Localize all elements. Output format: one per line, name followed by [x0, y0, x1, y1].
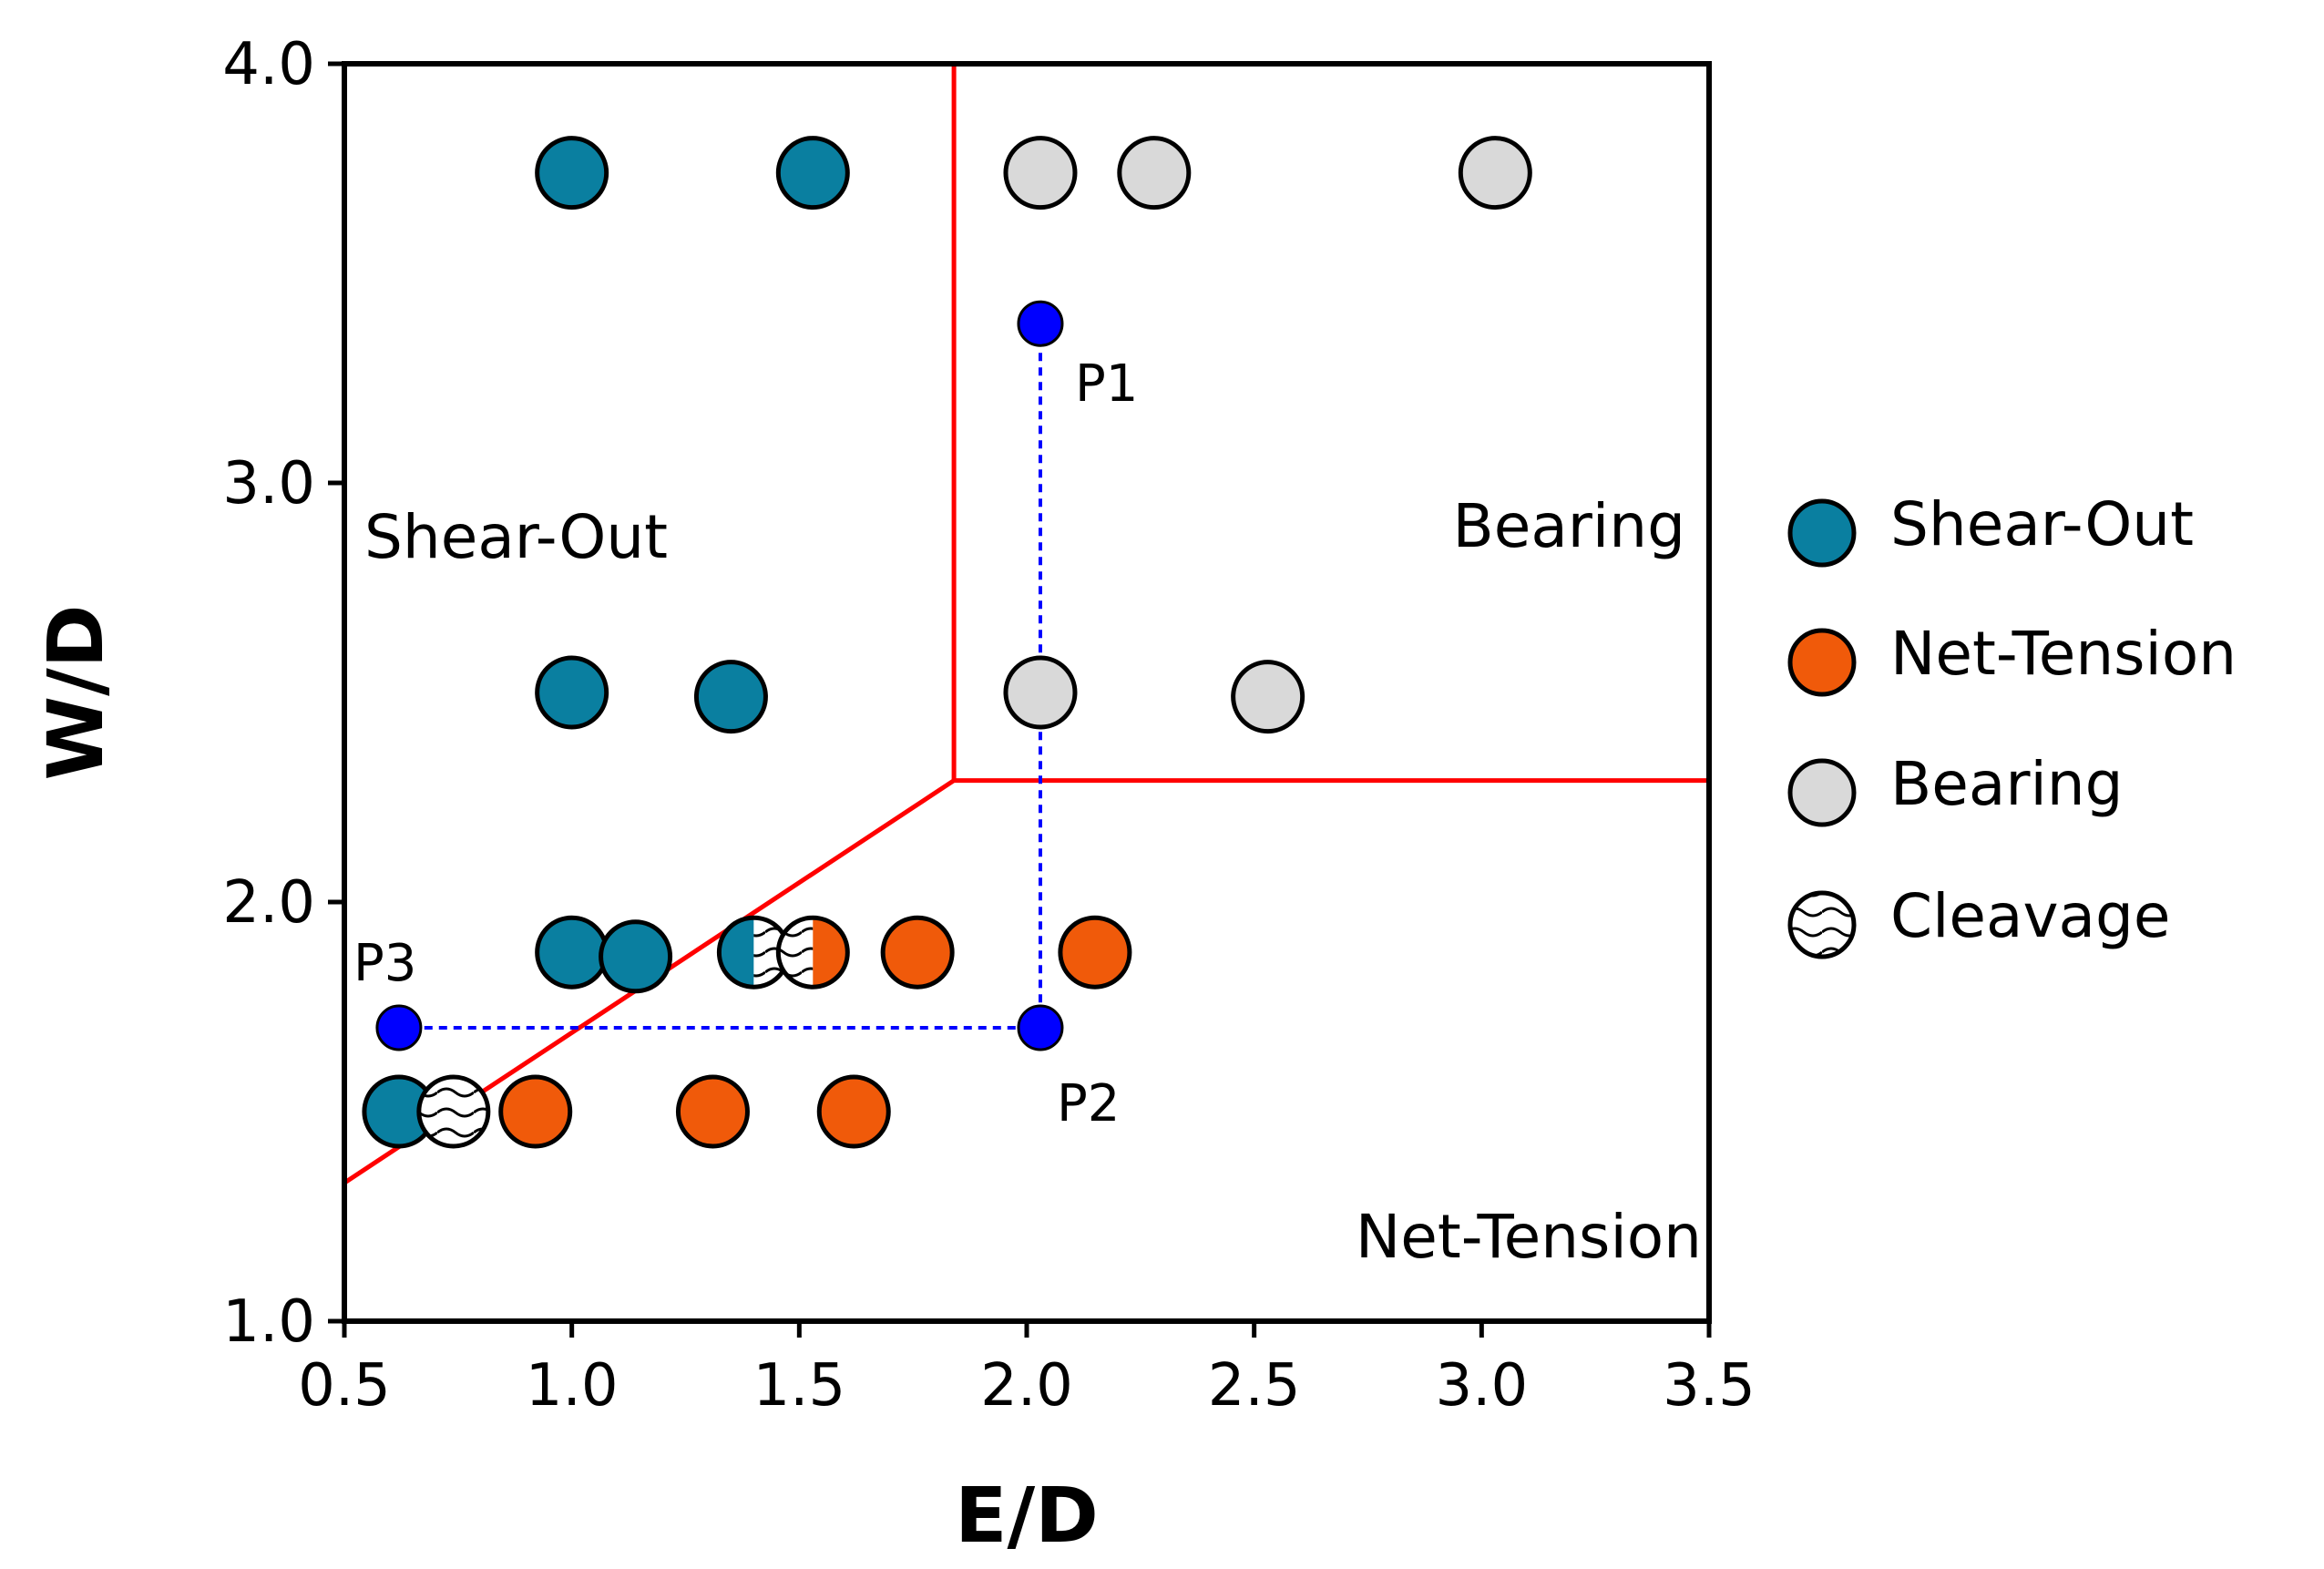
- x-tick-label: 2.0: [980, 1352, 1073, 1420]
- design-point-labels: P1 P2 P3: [353, 354, 1138, 1133]
- legend-label-shear-out: Shear-Out: [1890, 489, 2194, 559]
- x-tick-label: 3.0: [1435, 1352, 1528, 1420]
- legend: Shear-Out Net-Tension Bearing Cleavage: [1787, 489, 2237, 959]
- data-point-mixed: [716, 915, 791, 990]
- legend-label-bearing: Bearing: [1890, 749, 2124, 819]
- legend-label-net-tension: Net-Tension: [1890, 619, 2237, 689]
- x-axis-title: E/D: [955, 1471, 1099, 1560]
- mixed-half-left: [778, 918, 814, 988]
- boundary-lines: [343, 64, 1709, 1185]
- design-point-p2: [1017, 1004, 1064, 1051]
- data-point-bearing: [1231, 660, 1305, 734]
- mixed-half-right: [813, 918, 848, 988]
- legend-marker-net-tension: [1787, 628, 1857, 697]
- data-point-bearing: [1003, 655, 1078, 730]
- data-point-net-tension: [816, 1074, 891, 1149]
- data-point-shear-out: [599, 919, 673, 994]
- data-point-bearing: [1458, 136, 1532, 210]
- data-point-shear-out: [535, 136, 609, 210]
- data-point-shear-out: [693, 660, 768, 734]
- data-point-bearing: [1117, 136, 1192, 210]
- design-label-p2: P2: [1057, 1074, 1120, 1133]
- legend-marker-cleavage: [1787, 890, 1857, 959]
- x-tick-label: 1.0: [526, 1352, 619, 1420]
- data-point-cleavage: [416, 1074, 491, 1149]
- mixed-half-right: [753, 918, 789, 988]
- legend-marker-shear-out: [1787, 498, 1857, 568]
- design-point-p3: [375, 1004, 423, 1051]
- data-point-net-tension: [1058, 915, 1132, 990]
- data-point-bearing: [1003, 136, 1078, 210]
- x-tick-label: 1.5: [752, 1352, 845, 1420]
- data-markers: [362, 136, 1532, 1149]
- y-tick-label: 3.0: [222, 450, 315, 518]
- y-tick-label: 2.0: [222, 869, 315, 937]
- y-tick-label: 1.0: [222, 1288, 315, 1356]
- data-point-shear-out: [775, 136, 850, 210]
- x-tick-label: 2.5: [1208, 1352, 1301, 1420]
- legend-label-cleavage: Cleavage: [1890, 881, 2170, 951]
- y-axis-title: W/D: [31, 604, 120, 780]
- mixed-half-left: [719, 918, 754, 988]
- axis-ticks: 0.5 1.0 1.5 2.0 2.5 3.0 3.51.02.03.04.0: [222, 31, 1756, 1420]
- region-label-net-tension: Net-Tension: [1356, 1202, 1702, 1272]
- data-point-net-tension: [675, 1074, 750, 1149]
- y-tick-label: 4.0: [222, 31, 315, 98]
- region-label-shear-out: Shear-Out: [364, 502, 668, 572]
- data-point-net-tension: [498, 1074, 573, 1149]
- legend-marker-bearing: [1787, 758, 1857, 827]
- region-label-bearing: Bearing: [1452, 491, 1685, 561]
- x-tick-label: 0.5: [298, 1352, 391, 1420]
- data-point-mixed: [775, 915, 850, 990]
- design-label-p3: P3: [353, 934, 416, 993]
- data-point-net-tension: [880, 915, 955, 990]
- x-tick-label: 3.5: [1663, 1352, 1756, 1420]
- mixed-outline: [775, 915, 850, 990]
- design-point-p1: [1017, 300, 1064, 347]
- data-point-shear-out: [535, 915, 609, 990]
- data-point-shear-out: [535, 655, 609, 730]
- design-label-p1: P1: [1075, 354, 1138, 414]
